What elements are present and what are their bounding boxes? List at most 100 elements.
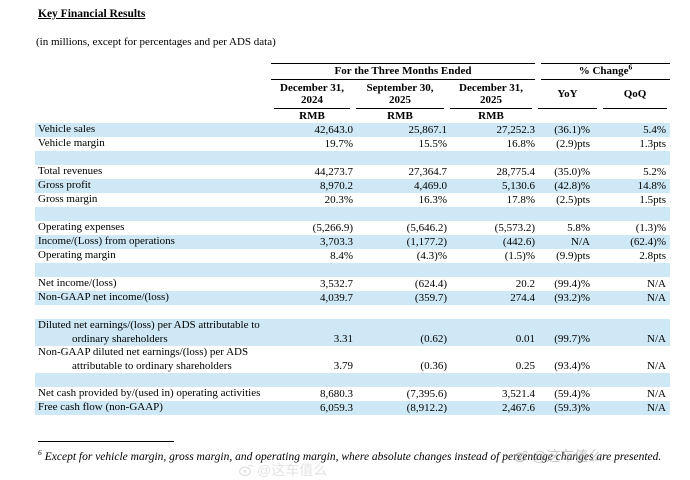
unit-row-spacer: [35, 109, 271, 123]
row-value: (8,912.2): [406, 401, 447, 414]
row-value: 1.5pts: [639, 193, 666, 206]
row-value: (5,573.2): [494, 221, 535, 234]
table-row: Non-GAAP net income/(loss) 4,039.7 (359.7)…: [35, 291, 670, 305]
table-row: Net cash provided by/(used in) operating…: [35, 387, 670, 401]
row-label: Gross margin: [38, 193, 98, 205]
row-value: (99.7)%: [554, 332, 590, 345]
unit-empty-qoq: [600, 109, 670, 123]
row-value: (9.9)pts: [556, 249, 590, 262]
table-row: Vehicle margin 19.7% 15.5% 16.8% (2.9)pts 1.3…: [35, 137, 670, 151]
row-value: 27,252.3: [496, 123, 536, 136]
footnote-rule: [38, 441, 174, 442]
row-value: (59.4)%: [554, 387, 590, 400]
table-row: Diluted net earnings/(loss) per ADS attr…: [35, 319, 670, 346]
row-value: 274.4: [510, 291, 535, 304]
row-value: 20.3%: [324, 193, 353, 206]
date-line1: December 31,: [280, 82, 344, 94]
row-value: (4.3)%: [416, 249, 447, 262]
row-value: 4,039.7: [320, 291, 353, 304]
row-value: 20.2: [515, 277, 535, 290]
row-value: N/A: [647, 359, 666, 372]
row-value: (35.0)%: [554, 165, 590, 178]
row-value: (5,646.2): [406, 221, 447, 234]
row-value: 25,867.1: [408, 123, 448, 136]
date-header-spacer: [35, 80, 271, 109]
date-line2: 2024: [301, 94, 323, 106]
row-value: 0.01: [515, 332, 535, 345]
row-label: Free cash flow (non-GAAP): [38, 401, 163, 413]
row-value: (59.3)%: [554, 401, 590, 414]
footnote-marker: 6: [38, 448, 42, 457]
row-value: (62.4)%: [630, 235, 666, 248]
date-line2: 2025: [389, 94, 411, 106]
row-value: (42.8)%: [554, 179, 590, 192]
column-underline: [538, 108, 597, 109]
column-underline: [356, 108, 444, 109]
row-label: Net cash provided by/(used in) operating…: [38, 387, 261, 399]
group-header-spacer: [35, 63, 271, 80]
row-label: Operating margin: [38, 249, 116, 261]
row-value: N/A: [647, 332, 666, 345]
row-label: Diluted net earnings/(loss) per ADS attr…: [38, 319, 260, 345]
row-value: (1.5)%: [504, 249, 535, 262]
row-value: 14.8%: [637, 179, 666, 192]
row-value: 42,643.0: [314, 123, 354, 136]
row-value: (442.6): [502, 235, 535, 248]
date-line2: 2025: [480, 94, 502, 106]
qoq-label: QoQ: [623, 88, 647, 100]
table-group-header-row: For the Three Months Ended % Change6: [35, 63, 670, 80]
row-value: 44,273.7: [314, 165, 354, 178]
table-unit-row: RMB RMB RMB: [35, 109, 670, 123]
row-value: 4,469.0: [414, 179, 447, 192]
table-spacer-row: [35, 207, 670, 221]
row-value: 1.3pts: [639, 137, 666, 150]
row-label: Total revenues: [38, 165, 103, 177]
row-value: N/A: [647, 291, 666, 304]
column-header-sep-2025: September 30, 2025: [353, 80, 447, 109]
row-value: (5,266.9): [312, 221, 353, 234]
row-value: 27,364.7: [408, 165, 448, 178]
column-underline: [603, 108, 667, 109]
table-row: Total revenues 44,273.7 27,364.7 28,775.4 (3…: [35, 165, 670, 179]
row-label: Vehicle margin: [38, 137, 105, 149]
row-value: (624.4): [414, 277, 447, 290]
table-spacer-row: [35, 151, 670, 165]
row-value: N/A: [647, 401, 666, 414]
row-value: 3,703.3: [320, 235, 353, 248]
table-row: Gross margin 20.3% 16.3% 17.8% (2.5)pts 1.5pt…: [35, 193, 670, 207]
row-value: (1.3)%: [635, 221, 666, 234]
row-value: 16.8%: [506, 137, 535, 150]
row-value: 28,775.4: [496, 165, 536, 178]
row-value: (359.7): [414, 291, 447, 304]
row-value: 5,130.6: [502, 179, 535, 192]
group-header-change: % Change6: [541, 63, 670, 80]
table-row: Operating margin 8.4% (4.3)% (1.5)% (9.9)pts…: [35, 249, 670, 263]
row-value: 8,970.2: [320, 179, 353, 192]
table-row: Vehicle sales 42,643.0 25,867.1 27,252.3 (36…: [35, 123, 670, 137]
row-value: 15.5%: [418, 137, 447, 150]
row-value: (99.4)%: [554, 277, 590, 290]
period-group-label: For the Three Months Ended: [334, 65, 472, 77]
date-line1: December 31,: [459, 82, 523, 94]
row-value: 8,680.3: [320, 387, 353, 400]
row-value: 5.2%: [643, 165, 666, 178]
row-value: (7,395.6): [406, 387, 447, 400]
row-value: 2.8pts: [639, 249, 666, 262]
table-body: Vehicle sales 42,643.0 25,867.1 27,252.3 (36…: [35, 123, 670, 415]
group-header-period: For the Three Months Ended: [271, 63, 535, 80]
weibo-logo-icon: [239, 464, 254, 477]
table-spacer-row: [35, 373, 670, 387]
row-label: Non-GAAP diluted net earnings/(loss) per…: [38, 346, 249, 372]
unit-empty-yoy: [535, 109, 600, 123]
row-label: Income/(Loss) from operations: [38, 235, 175, 247]
date-line1: September 30,: [366, 82, 434, 94]
row-value: 3,532.7: [320, 277, 353, 290]
row-value: (2.5)pts: [556, 193, 590, 206]
row-value: (2.9)pts: [556, 137, 590, 150]
unit-rmb-3: RMB: [478, 110, 504, 122]
column-underline: [274, 108, 350, 109]
table-row: Income/(Loss) from operations 3,703.3 (1,1…: [35, 235, 670, 249]
yoy-label: YoY: [557, 88, 578, 100]
row-value: N/A: [571, 235, 590, 248]
row-value: (93.4)%: [554, 359, 590, 372]
